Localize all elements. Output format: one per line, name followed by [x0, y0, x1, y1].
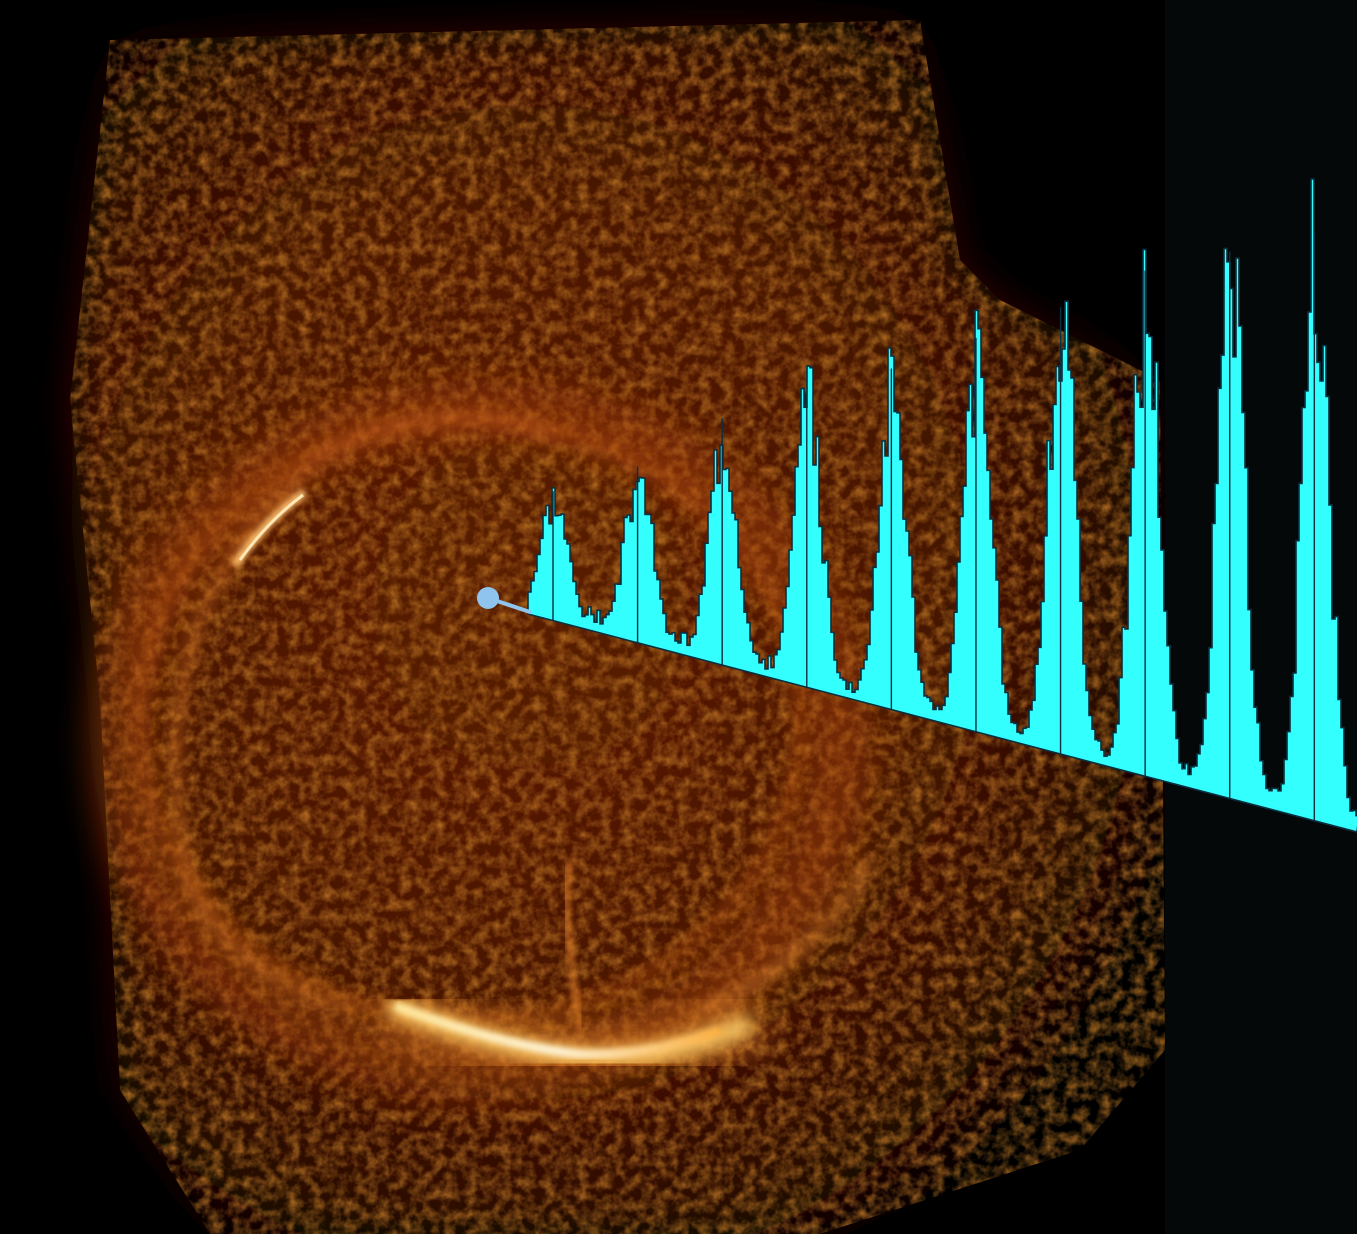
source-marker — [477, 587, 532, 614]
marker-dot — [477, 587, 499, 609]
remnant-shell — [90, 380, 875, 1100]
spectrum-area — [527, 178, 1357, 833]
spectrum-overlay — [527, 178, 1357, 833]
bright-arc — [376, 983, 769, 1084]
